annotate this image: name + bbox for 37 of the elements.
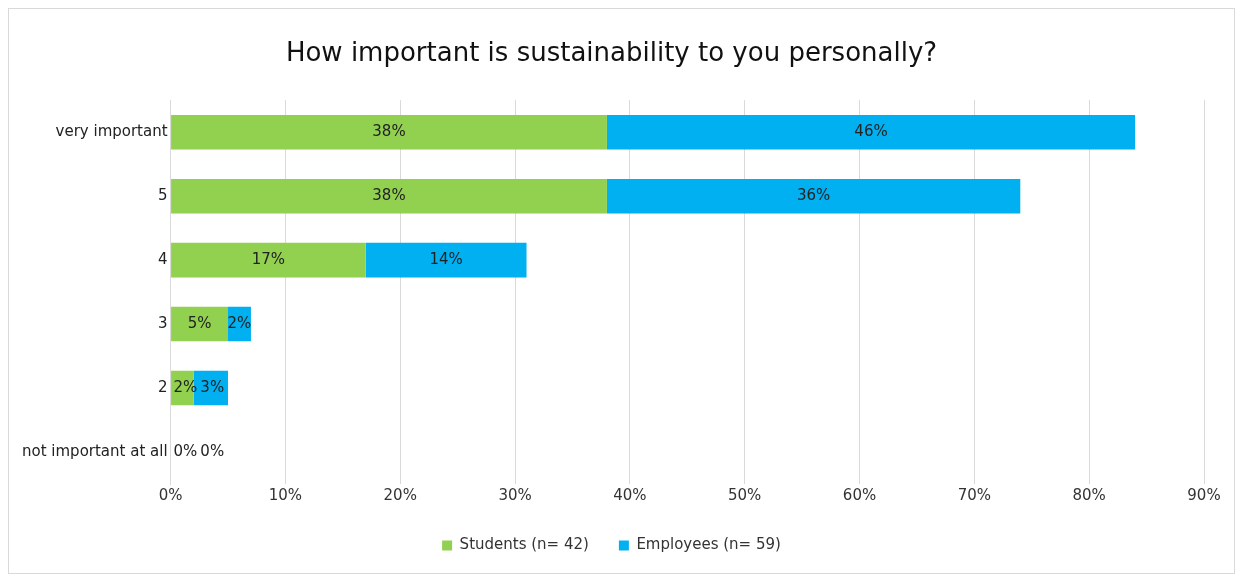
- x-tick-label: 30%: [498, 485, 532, 504]
- x-tick-label: 10%: [268, 485, 303, 504]
- y-tick-label: not important at all: [22, 441, 168, 460]
- x-tick-label: 60%: [842, 485, 877, 504]
- bar: [171, 242, 366, 278]
- y-tick-label: very important: [55, 122, 168, 141]
- text: 36%: [796, 186, 831, 205]
- y-tick-label: 5: [158, 186, 168, 205]
- bar: [606, 114, 1136, 150]
- text: 0%: [200, 441, 225, 460]
- text: 0%: [173, 441, 198, 460]
- bar: [606, 178, 1021, 214]
- text: 17%: [251, 250, 286, 269]
- x-tick-label: 70%: [957, 485, 992, 504]
- x-tick-label: 80%: [1072, 485, 1106, 504]
- bar: [171, 114, 607, 150]
- text: 46%: [854, 122, 888, 141]
- text: 3%: [200, 377, 225, 396]
- x-tick-label: 90%: [1187, 485, 1221, 504]
- x-tick-label: 50%: [728, 485, 762, 504]
- bar: [171, 178, 607, 214]
- text: 5%: [187, 313, 212, 332]
- text: 2%: [227, 313, 252, 332]
- text: 38%: [372, 122, 406, 141]
- bar: [365, 242, 527, 278]
- text: 14%: [429, 250, 463, 269]
- legend-label: Students (n= 42): [459, 535, 589, 554]
- legend-label: Employees (n= 59): [636, 535, 781, 554]
- text: 38%: [372, 186, 406, 205]
- x-tick-label: 0%: [158, 485, 183, 504]
- y-tick-label: 2: [158, 377, 168, 396]
- x-tick-label: 40%: [613, 485, 647, 504]
- y-tick-label: 4: [158, 250, 168, 269]
- x-tick-label: 20%: [383, 485, 417, 504]
- chart-title: How important is sustainability to you personally?: [285, 37, 938, 68]
- y-tick-label: 3: [158, 313, 168, 332]
- bar: [171, 306, 228, 342]
